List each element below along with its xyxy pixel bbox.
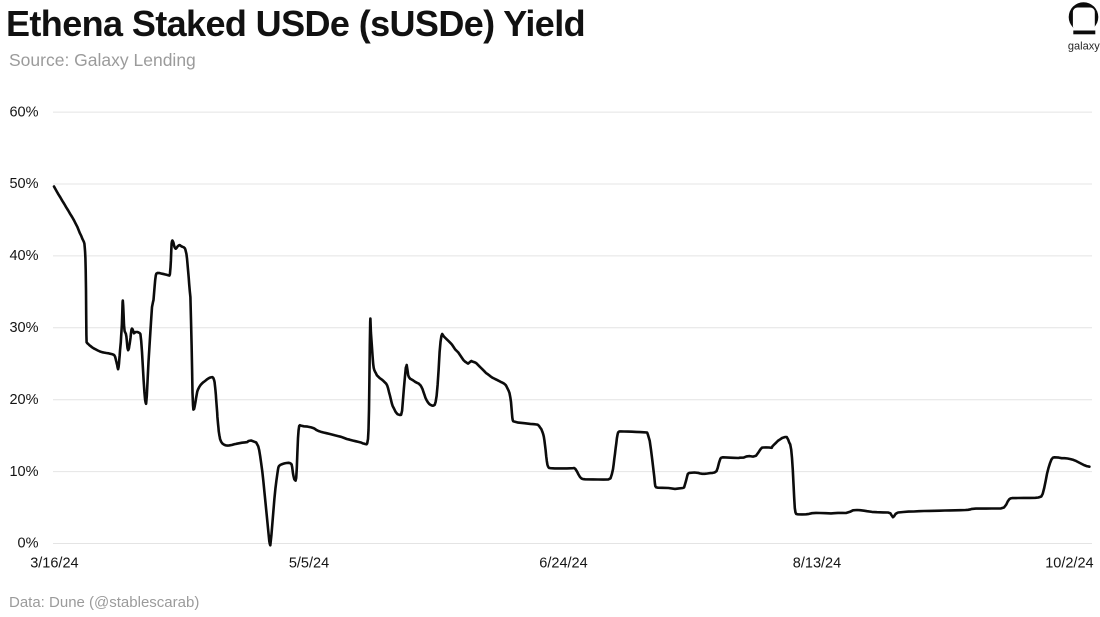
svg-text:3/16/24: 3/16/24 (30, 556, 78, 572)
svg-text:10%: 10% (9, 464, 38, 480)
svg-text:50%: 50% (9, 176, 38, 192)
svg-text:20%: 20% (9, 392, 38, 408)
svg-text:30%: 30% (9, 320, 38, 336)
svg-text:40%: 40% (9, 248, 38, 264)
svg-text:0%: 0% (18, 536, 39, 552)
svg-text:8/13/24: 8/13/24 (793, 556, 841, 572)
svg-text:10/2/24: 10/2/24 (1045, 556, 1093, 572)
svg-text:60%: 60% (9, 104, 38, 120)
svg-text:6/24/24: 6/24/24 (539, 556, 587, 572)
svg-text:galaxy: galaxy (1068, 41, 1100, 53)
svg-text:5/5/24: 5/5/24 (289, 556, 329, 572)
